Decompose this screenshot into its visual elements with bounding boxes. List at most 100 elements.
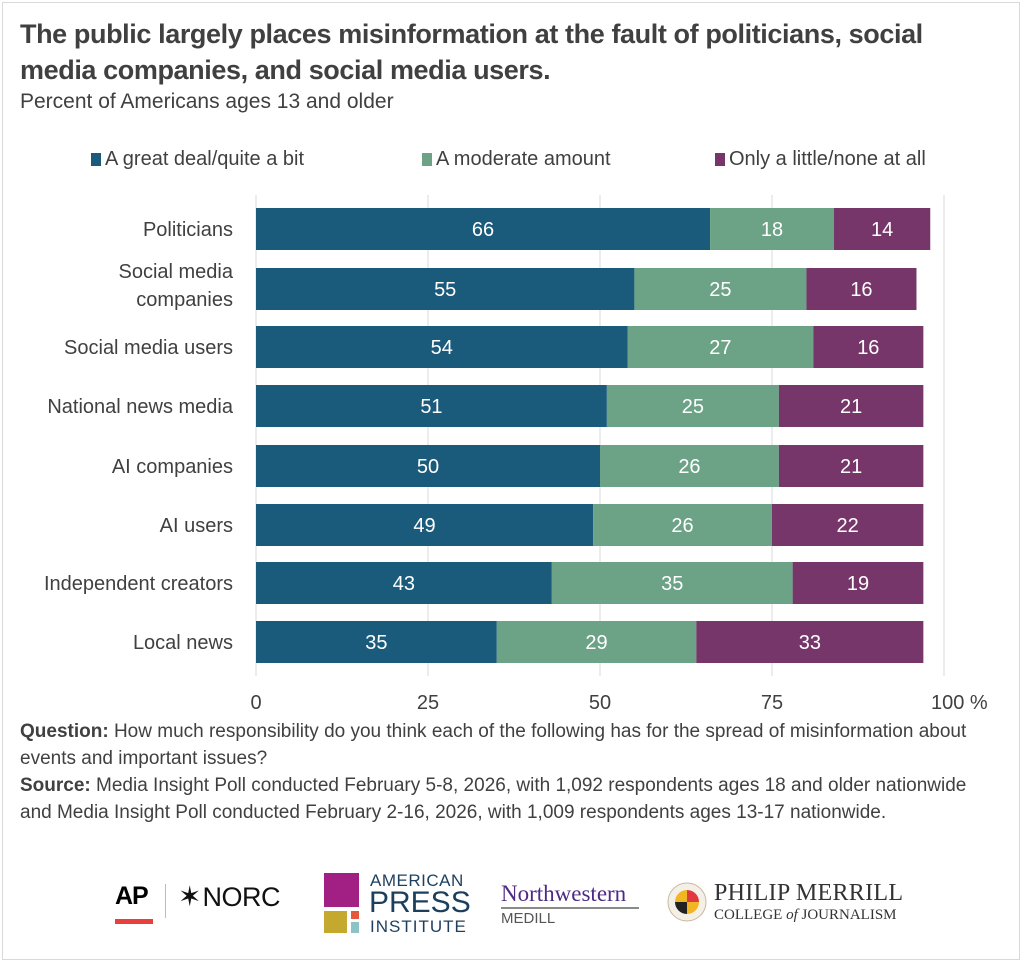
source-note: Source: Media Insight Poll conducted Feb… <box>20 772 1000 826</box>
chart-title: The public largely places misinformation… <box>20 19 923 85</box>
data-label: 27 <box>709 337 731 359</box>
data-label: 55 <box>434 279 456 301</box>
category-label: Social media companies <box>118 261 233 311</box>
northwestern-medill-logo: Northwestern MEDILL <box>501 881 641 927</box>
merrill-of: of <box>786 907 798 923</box>
bar-segment <box>256 562 552 604</box>
ap-logo: AP <box>115 882 155 934</box>
bar-segment <box>551 562 793 604</box>
api-line3: INSTITUTE <box>370 917 467 936</box>
category-label: AI companies <box>112 456 233 478</box>
data-label: 21 <box>840 456 862 478</box>
bar-segment <box>256 385 607 427</box>
data-label: 25 <box>709 279 731 301</box>
legend: A great deal/quite a bit A moderate amou… <box>0 148 1024 172</box>
legend-item-great-deal: A great deal/quite a bit <box>91 148 304 171</box>
partner-logos: AP ✶ NORC AMERICAN PRESS INSTITUTE North… <box>0 868 1024 938</box>
legend-label-moderate: A moderate amount <box>436 148 611 170</box>
bar-segment <box>627 326 814 368</box>
data-label: 14 <box>871 219 893 241</box>
legend-swatch-little-none <box>715 153 725 166</box>
category-label: AI users <box>160 515 233 537</box>
data-label: 21 <box>840 396 862 418</box>
bar-segment <box>806 268 917 310</box>
data-label: 26 <box>671 515 693 537</box>
legend-swatch-great-deal <box>91 153 101 166</box>
merrill-journalism: JOURNALISM <box>797 907 897 923</box>
category-label: Local news <box>133 632 233 654</box>
norc-logo: ✶ NORC <box>178 880 280 914</box>
bar-segment <box>600 445 779 487</box>
x-tick-label: 100 % <box>931 692 988 714</box>
bar-segment <box>256 504 594 546</box>
norc-star-icon: ✶ <box>178 881 202 912</box>
api-logo: AMERICAN PRESS INSTITUTE <box>324 871 474 936</box>
data-label: 51 <box>420 396 442 418</box>
category-label: National news media <box>47 396 234 418</box>
bar-segment <box>696 621 924 663</box>
northwestern-rule <box>501 907 639 909</box>
category-label-line: Social media <box>118 261 233 283</box>
api-line2: PRESS <box>369 886 471 919</box>
data-label: 35 <box>661 573 683 595</box>
question-note: Question: How much responsibility do you… <box>20 718 1000 772</box>
norc-logo-text: NORC <box>202 882 280 912</box>
northwestern-text: Northwestern <box>501 881 627 906</box>
question-text: How much responsibility do you think eac… <box>20 721 967 769</box>
legend-label-little-none: Only a little/none at all <box>729 148 926 170</box>
data-label: 19 <box>847 573 869 595</box>
source-label: Source: <box>20 775 91 796</box>
bar-segment <box>833 208 931 250</box>
bar-segment <box>813 326 924 368</box>
bar-segment <box>772 504 924 546</box>
legend-swatch-moderate <box>422 153 432 166</box>
bar-segment <box>778 385 924 427</box>
api-line1: AMERICAN <box>370 871 464 890</box>
merrill-logo: PHILIP MERRILL COLLEGE of JOURNALISM <box>667 880 917 926</box>
question-label: Question: <box>20 721 109 742</box>
data-label: 35 <box>365 632 387 654</box>
data-label: 66 <box>472 219 494 241</box>
data-label: 49 <box>413 515 435 537</box>
x-tick-label: 50 <box>589 692 611 714</box>
bar-segment <box>778 445 924 487</box>
merrill-college: COLLEGE <box>714 907 787 923</box>
bar-segment <box>606 385 779 427</box>
api-orange-square <box>351 911 359 919</box>
category-label: Politicians <box>143 219 233 241</box>
data-label: 54 <box>431 337 453 359</box>
bars: 66 18 14 55 25 16 54 27 16 51 25 21 50 26 21 49 26 22 43 35… <box>256 208 931 663</box>
data-label: 25 <box>682 396 704 418</box>
medill-text: MEDILL <box>501 910 556 927</box>
chart-notes: Question: How much responsibility do you… <box>20 718 1000 826</box>
data-label: 26 <box>678 456 700 478</box>
x-tick-label: 25 <box>417 692 439 714</box>
data-label: 50 <box>417 456 439 478</box>
ap-red-bar <box>115 919 153 924</box>
api-teal-square <box>351 922 359 933</box>
bar-segment <box>710 208 834 250</box>
data-label: 16 <box>850 279 872 301</box>
x-tick-label: 0 <box>250 692 261 714</box>
bar-segment <box>256 621 497 663</box>
bar-segment <box>256 208 711 250</box>
category-label-line: companies <box>136 289 233 311</box>
bar-segment <box>634 268 807 310</box>
legend-label-great-deal: A great deal/quite a bit <box>105 148 305 170</box>
api-magenta-square <box>324 873 359 907</box>
legend-item-little-none: Only a little/none at all <box>715 148 926 171</box>
data-label: 33 <box>799 632 821 654</box>
api-gold-square <box>324 911 347 933</box>
x-tick-label: 75 <box>761 692 783 714</box>
category-label: Social media users <box>64 337 233 359</box>
bar-segment <box>256 445 600 487</box>
bar-segment <box>256 326 628 368</box>
bar-segment <box>256 268 635 310</box>
data-label: 16 <box>857 337 879 359</box>
source-text: Media Insight Poll conducted February 5-… <box>20 775 967 823</box>
bar-segment <box>593 504 772 546</box>
bar-segment <box>496 621 697 663</box>
merrill-line1: PHILIP MERRILL <box>714 880 904 906</box>
x-axis-ticks: 0 25 50 75 100 % <box>250 692 987 714</box>
